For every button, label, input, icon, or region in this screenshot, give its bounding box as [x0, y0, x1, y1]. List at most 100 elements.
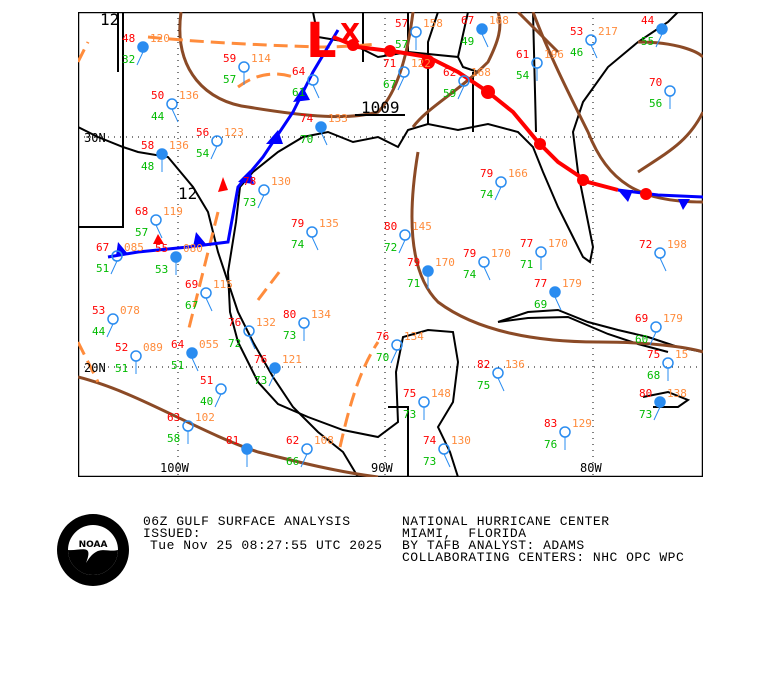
analyst: BY TAFB ANALYST: ADAMS — [402, 538, 585, 553]
station-plot: 50 44 136 — [151, 89, 199, 123]
station-dewpoint: 49 — [461, 35, 474, 48]
station-temperature: 58 — [141, 139, 154, 152]
station-temperature: 77 — [534, 277, 547, 290]
wind-barb — [653, 406, 661, 421]
station-pressure: 080 — [183, 242, 203, 255]
lat-label-20n: 20N — [84, 361, 106, 375]
station-plot: 75 73 148 — [403, 387, 451, 421]
station-dewpoint: 72 — [228, 337, 241, 350]
station-plot: 77 69 179 — [534, 277, 582, 311]
station-circle — [422, 265, 434, 277]
station-temperature: 76 — [228, 316, 241, 329]
station-dewpoint: 72 — [384, 241, 397, 254]
wind-barb — [312, 84, 320, 99]
lat-label-30n: 30N — [84, 131, 106, 145]
wind-barb — [155, 224, 163, 239]
station-temperature: 80 — [384, 220, 397, 233]
station-plots: 48 32 120 59 57 114 50 44 136 56 54 123 58 48 136 64 61 7… — [92, 14, 688, 468]
station-circle — [170, 251, 182, 263]
station-temperature: 64 — [171, 338, 185, 351]
station-pressure: 179 — [562, 277, 582, 290]
station-dewpoint: 51 — [115, 362, 128, 375]
station-temperature: 74 — [300, 112, 314, 125]
station-circle — [656, 23, 668, 35]
station-plot: 58 48 136 — [141, 139, 189, 173]
station-temperature: 67 — [461, 14, 474, 27]
station-plot: 79 74 166 — [480, 167, 528, 201]
station-pressure: 170 — [435, 256, 455, 269]
station-dewpoint: 44 — [92, 325, 106, 338]
station-temperature: 82 — [477, 358, 490, 371]
station-circle — [186, 347, 198, 359]
station-plot: 79 71 170 — [407, 256, 455, 290]
station-temperature: 75 — [403, 387, 416, 400]
station-dewpoint: 76 — [544, 438, 557, 451]
station-temperature: 51 — [200, 374, 213, 387]
station-temperature: 44 — [641, 14, 655, 27]
low-center-marker: X — [340, 19, 360, 49]
wind-barb — [136, 51, 144, 66]
station-pressure: 170 — [491, 247, 511, 260]
station-plot: 64 61 — [292, 65, 320, 99]
station-dewpoint: 74 — [463, 268, 477, 281]
station-dewpoint: 73 — [254, 374, 267, 387]
station-pressure: 136 — [505, 358, 525, 371]
isobar-label: 1009 — [361, 98, 400, 117]
wind-barb — [257, 194, 265, 209]
station-pressure: 129 — [572, 417, 592, 430]
station-pressure: 136 — [179, 89, 199, 102]
station-temperature: 57 — [395, 17, 408, 30]
station-circle — [241, 443, 253, 455]
station-pressure: 168 — [489, 14, 509, 27]
station-dewpoint: 67 — [185, 299, 198, 312]
station-pressure: 115 — [213, 278, 233, 291]
station-temperature: 74 — [423, 434, 437, 447]
low-pressure-center: L X — [306, 13, 360, 69]
station-pressure: 130 — [271, 175, 291, 188]
station-temperature: 52 — [115, 341, 128, 354]
station-plot: 61 54 196 — [516, 48, 564, 82]
station-dewpoint: 54 — [196, 147, 210, 160]
station-temperature: 61 — [516, 48, 529, 61]
station-temperature: 71 — [383, 57, 396, 70]
station-plot: 70 56 — [649, 76, 676, 110]
station-plot: 74 70 133 — [300, 112, 348, 146]
station-plot: 76 72 132 — [228, 316, 276, 350]
station-temperature: 50 — [151, 89, 164, 102]
wind-barb — [483, 266, 491, 281]
station-dewpoint: 73 — [243, 196, 256, 209]
wind-barb — [171, 108, 179, 123]
station-plot: 76 73 121 — [254, 353, 302, 387]
low-symbol: L — [306, 13, 337, 69]
grid-labels: 30N 20N 100W 90W 80W — [84, 131, 602, 475]
cold-front-triangles — [116, 87, 690, 256]
station-pressure: 120 — [150, 32, 170, 45]
wind-barb — [457, 85, 465, 100]
station-dewpoint: 54 — [516, 69, 530, 82]
collaborating-centers: COLLABORATING CENTERS: NHC OPC WPC — [402, 550, 685, 565]
station-pressure: 114 — [251, 52, 271, 65]
wind-barb — [191, 357, 199, 372]
station-plot: 48 32 120 — [122, 32, 170, 66]
wind-barb — [390, 349, 398, 364]
station-temperature: 79 — [480, 167, 493, 180]
station-pressure: 15 — [675, 348, 688, 361]
station-dewpoint: 71 — [407, 277, 420, 290]
station-temperature: 80 — [283, 308, 296, 321]
station-dewpoint: 56 — [649, 97, 662, 110]
station-circle — [654, 396, 666, 408]
station-pressure: 138 — [667, 387, 687, 400]
lon-label-80w: 80W — [580, 461, 602, 475]
wind-barb — [655, 33, 663, 48]
station-pressure: 085 — [124, 241, 144, 254]
map-frame — [78, 12, 703, 477]
wind-barb — [210, 145, 218, 160]
issued-time: Tue Nov 25 08:27:55 UTC 2025 — [150, 538, 383, 553]
noaa-logo: NOAA — [57, 514, 129, 586]
wind-barb — [649, 331, 657, 346]
station-temperature: 59 — [223, 52, 236, 65]
station-plot: 67 49 168 — [461, 14, 509, 48]
station-dewpoint: 55 — [641, 35, 654, 48]
station-plot: 79 74 170 — [463, 247, 511, 281]
station-dewpoint: 69 — [534, 298, 547, 311]
